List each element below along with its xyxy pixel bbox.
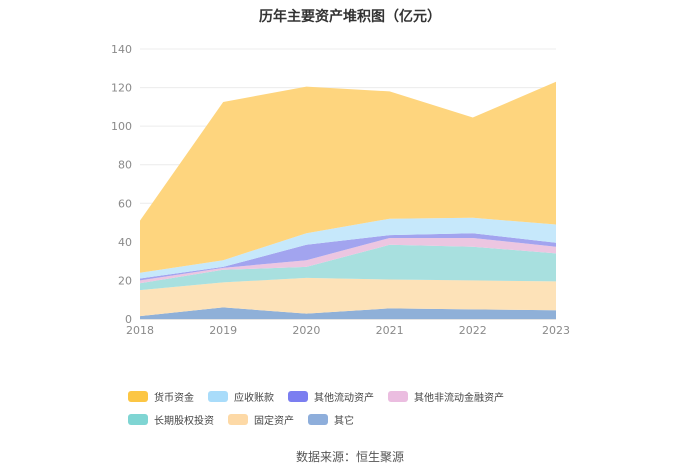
y-tick-label: 120 bbox=[111, 82, 132, 95]
area-series bbox=[140, 81, 556, 319]
legend-label: 固定资产 bbox=[254, 416, 294, 427]
y-tick-label: 100 bbox=[111, 120, 132, 133]
area-series-0 bbox=[140, 307, 556, 319]
x-tick-label: 2020 bbox=[292, 324, 320, 337]
legend-label: 其他流动资产 bbox=[314, 393, 374, 404]
area-series-6 bbox=[140, 81, 556, 273]
legend-item-3: 其他非流动金融资产 bbox=[388, 389, 504, 404]
legend-label: 其他非流动金融资产 bbox=[414, 393, 504, 404]
legend: 货币资金 应收账款 其他流动资产 其他非流动金融资产长期股权投资 固定资产 其它 bbox=[128, 389, 588, 429]
legend-swatch bbox=[288, 391, 308, 402]
legend-swatch bbox=[228, 414, 248, 425]
legend-item-0: 货币资金 bbox=[128, 389, 194, 404]
y-tick-label: 0 bbox=[125, 313, 132, 326]
legend-label: 货币资金 bbox=[154, 393, 194, 404]
legend-item-6: 其它 bbox=[308, 412, 354, 427]
y-tick-label: 80 bbox=[118, 159, 132, 172]
legend-swatch bbox=[308, 414, 328, 425]
data-source: 数据来源：恒生聚源 bbox=[295, 450, 404, 464]
x-tick-label: 2018 bbox=[126, 324, 154, 337]
x-axis-ticks: 2018 2019 2020 2021 2022 2023 bbox=[126, 324, 570, 337]
legend-swatch bbox=[128, 391, 148, 402]
chart-title: 历年主要资产堆积图（亿元） bbox=[259, 9, 441, 25]
area-series-1 bbox=[140, 277, 556, 317]
y-axis-ticks: 0 20 40 60 80 100 120 140 bbox=[111, 43, 132, 326]
legend-label: 应收账款 bbox=[234, 393, 274, 404]
area-series-5 bbox=[140, 217, 556, 279]
legend-item-2: 其他流动资产 bbox=[288, 389, 374, 404]
x-tick-label: 2022 bbox=[459, 324, 487, 337]
y-tick-label: 20 bbox=[118, 274, 132, 287]
legend-item-4: 长期股权投资 bbox=[128, 412, 214, 427]
legend-label: 长期股权投资 bbox=[154, 416, 214, 427]
area-series-2 bbox=[140, 244, 556, 291]
legend-label: 其它 bbox=[334, 416, 354, 427]
legend-item-1: 应收账款 bbox=[208, 389, 274, 404]
y-tick-label: 140 bbox=[111, 43, 132, 56]
area-series-4 bbox=[140, 233, 556, 281]
legend-swatch bbox=[128, 414, 148, 425]
x-tick-label: 2019 bbox=[209, 324, 237, 337]
y-tick-label: 40 bbox=[118, 236, 132, 249]
legend-item-5: 固定资产 bbox=[228, 412, 294, 427]
x-tick-label: 2023 bbox=[542, 324, 570, 337]
legend-swatch bbox=[208, 391, 228, 402]
y-tick-label: 60 bbox=[118, 197, 132, 210]
legend-swatch bbox=[388, 391, 408, 402]
x-tick-label: 2021 bbox=[376, 324, 404, 337]
area-series-3 bbox=[140, 238, 556, 284]
